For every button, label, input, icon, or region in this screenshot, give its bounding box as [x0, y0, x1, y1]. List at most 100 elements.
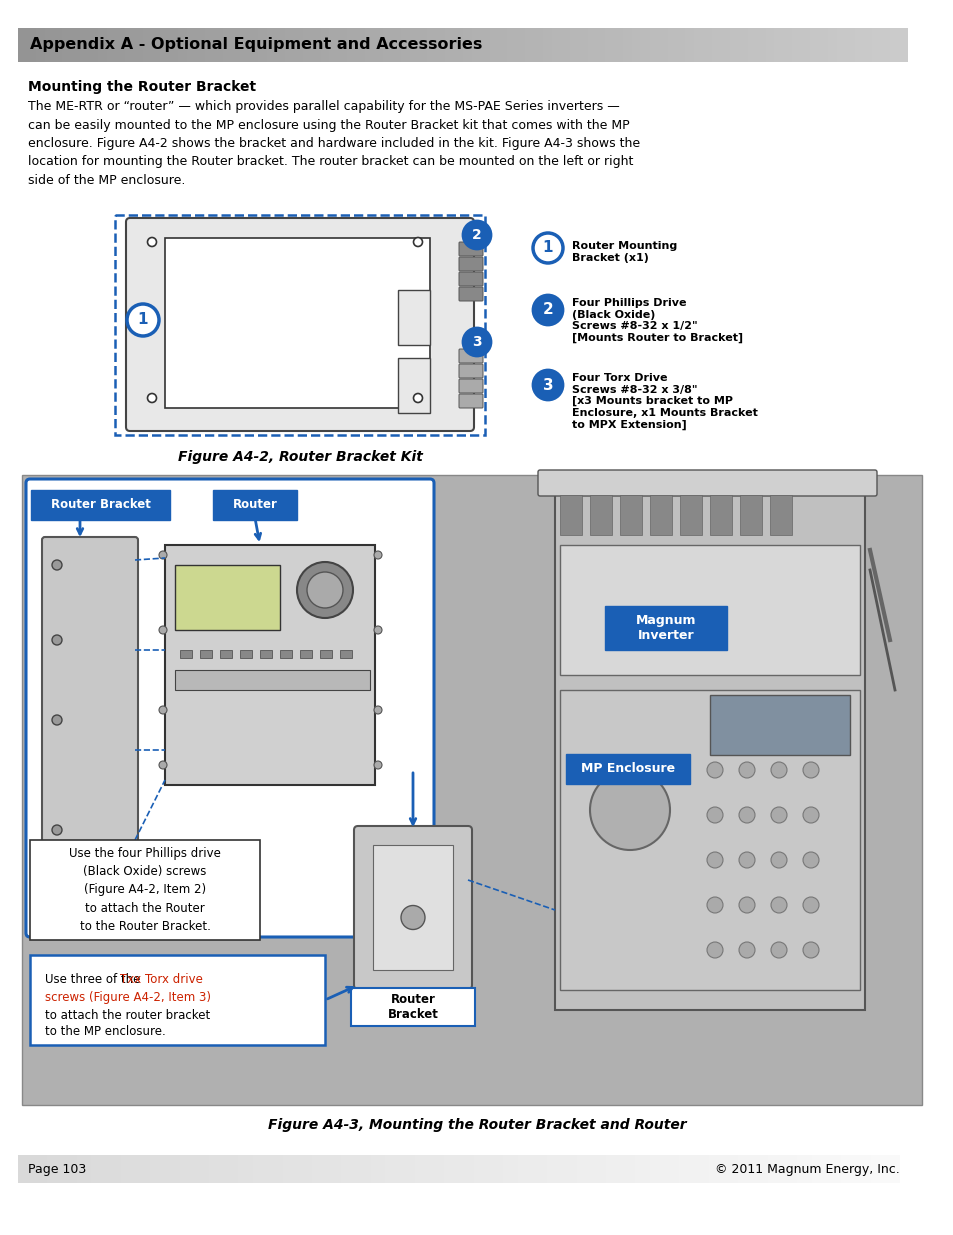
Bar [547, 1155, 561, 1183]
Circle shape [739, 852, 754, 868]
Bar [756, 28, 765, 62]
Bar [205, 28, 213, 62]
Text: 3: 3 [472, 335, 481, 350]
Bar [569, 28, 578, 62]
Bar [22, 475, 921, 1105]
Bar [338, 28, 347, 62]
Circle shape [159, 761, 167, 769]
FancyBboxPatch shape [397, 358, 430, 412]
Bar [365, 28, 374, 62]
FancyBboxPatch shape [397, 290, 430, 345]
Bar [870, 1155, 884, 1183]
Bar [702, 28, 712, 62]
Bar [841, 1155, 855, 1183]
Bar [32, 1155, 48, 1183]
Bar [620, 1155, 635, 1183]
FancyBboxPatch shape [354, 826, 472, 989]
Bar [355, 1155, 371, 1183]
Bar [151, 1155, 165, 1183]
Bar [578, 28, 587, 62]
Bar [559, 690, 859, 990]
Bar [285, 28, 294, 62]
Text: Use three of the: Use three of the [45, 973, 144, 986]
Bar [260, 650, 272, 658]
Bar [347, 28, 355, 62]
FancyBboxPatch shape [555, 490, 864, 1010]
Bar [98, 28, 107, 62]
Text: 1: 1 [542, 241, 553, 256]
Bar [676, 28, 685, 62]
Bar [605, 28, 614, 62]
Bar [827, 28, 836, 62]
Bar [576, 1155, 591, 1183]
FancyBboxPatch shape [351, 988, 475, 1026]
Text: Router Mounting
Bracket (x1): Router Mounting Bracket (x1) [572, 241, 677, 263]
Bar [472, 28, 480, 62]
Bar [462, 28, 472, 62]
Bar [498, 28, 507, 62]
Bar [299, 650, 312, 658]
Bar [517, 1155, 532, 1183]
Bar [480, 28, 489, 62]
FancyBboxPatch shape [165, 545, 375, 785]
Bar [253, 1155, 268, 1183]
Bar [371, 1155, 385, 1183]
Bar [18, 1155, 33, 1183]
Bar [312, 1155, 327, 1183]
Bar [898, 28, 907, 62]
Bar [152, 28, 160, 62]
Text: Router Bracket: Router Bracket [51, 499, 151, 511]
Text: Mounting the Router Bracket: Mounting the Router Bracket [28, 80, 255, 94]
Bar [525, 28, 534, 62]
Bar [165, 1155, 180, 1183]
Bar [258, 28, 267, 62]
Bar [392, 28, 400, 62]
Bar [326, 1155, 341, 1183]
Circle shape [400, 905, 424, 930]
Bar [18, 28, 27, 62]
Bar [329, 28, 338, 62]
FancyBboxPatch shape [458, 272, 482, 287]
Circle shape [770, 762, 786, 778]
FancyBboxPatch shape [30, 840, 260, 940]
Circle shape [127, 304, 159, 336]
Bar [106, 1155, 121, 1183]
Bar [708, 1155, 723, 1183]
Bar [720, 28, 729, 62]
Bar [294, 28, 303, 62]
Text: to attach the router bracket: to attach the router bracket [45, 1009, 210, 1023]
Bar [694, 1155, 708, 1183]
Bar [722, 1155, 738, 1183]
Circle shape [802, 806, 818, 823]
Circle shape [706, 897, 722, 913]
Bar [622, 28, 632, 62]
Text: Page 103: Page 103 [28, 1163, 86, 1177]
Circle shape [148, 237, 156, 247]
Circle shape [770, 897, 786, 913]
Bar [729, 28, 739, 62]
Bar [884, 1155, 900, 1183]
Bar [45, 28, 53, 62]
Bar [649, 28, 659, 62]
Bar [179, 1155, 194, 1183]
Bar [63, 28, 71, 62]
Bar [739, 28, 747, 62]
Text: Figure A4-3, Mounting the Router Bracket and Router: Figure A4-3, Mounting the Router Bracket… [268, 1118, 685, 1132]
Bar [48, 1155, 62, 1183]
Text: Four Phillips Drive
(Black Oxide)
Screws #8-32 x 1/2"
[Mounts Router to Bracket]: Four Phillips Drive (Black Oxide) Screws… [572, 298, 742, 343]
Circle shape [159, 626, 167, 634]
Bar [320, 28, 329, 62]
Bar [399, 1155, 415, 1183]
Circle shape [374, 626, 381, 634]
Circle shape [706, 806, 722, 823]
Bar [409, 28, 418, 62]
Bar [709, 695, 849, 755]
Bar [77, 1155, 91, 1183]
Bar [169, 28, 178, 62]
Bar [591, 1155, 606, 1183]
Bar [664, 1155, 679, 1183]
Bar [855, 1155, 870, 1183]
Bar [559, 545, 859, 676]
Bar [178, 28, 187, 62]
Bar [427, 28, 436, 62]
